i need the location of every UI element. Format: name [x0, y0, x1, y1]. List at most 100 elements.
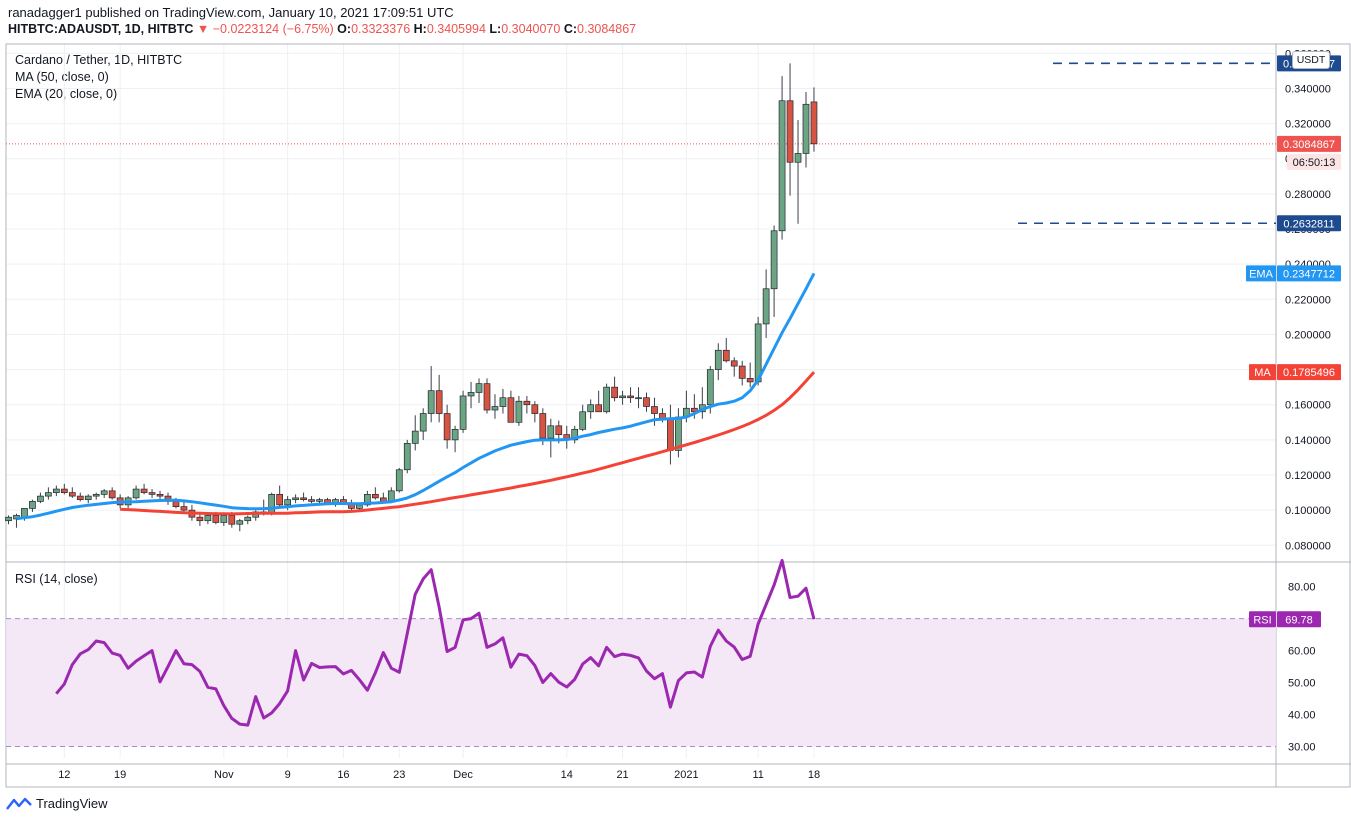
candle-body — [220, 515, 228, 523]
price-tick-label: 0.100000 — [1285, 505, 1331, 517]
ema-value-tag: 0.2347712 — [1283, 268, 1335, 280]
rsi-tick-label: 60.00 — [1288, 646, 1316, 658]
candle-body — [786, 100, 794, 163]
ma-legend[interactable]: MA (50, close, 0) — [15, 70, 109, 84]
countdown-tag: 06:50:13 — [1293, 157, 1336, 169]
ema-label-tag-bg — [1246, 265, 1276, 282]
candle-body — [132, 488, 140, 499]
candle-body — [611, 386, 618, 399]
ma50-line — [120, 371, 816, 516]
price-tick-label: 0.160000 — [1285, 400, 1331, 412]
close-label: C: — [563, 22, 578, 36]
chart-title-legend[interactable]: Cardano / Tether, 1D, HITBTC — [15, 53, 183, 67]
candle-body — [100, 490, 108, 495]
price-tick-label: 0.200000 — [1285, 329, 1331, 341]
candle-body — [5, 516, 12, 522]
candle-body — [148, 492, 156, 495]
tradingview-logo[interactable]: TradingView — [6, 796, 108, 811]
candle-body — [172, 501, 180, 508]
time-tick-label: 16 — [337, 769, 349, 781]
candle-body — [356, 504, 363, 509]
close-value: 0.3084867 — [577, 22, 637, 36]
time-tick-label: 23 — [393, 769, 405, 781]
candle-body — [491, 406, 499, 411]
symbol[interactable]: HITBTC:ADAUSDT, 1D, HITBTC — [8, 22, 194, 36]
low-value: 0.3040070 — [501, 22, 561, 36]
candle-body — [746, 378, 754, 383]
candle-body — [579, 411, 587, 430]
candle-body — [571, 428, 579, 441]
candle-body — [292, 497, 299, 500]
time-tick-label: 11 — [752, 769, 763, 781]
candle-body — [300, 497, 307, 500]
rsi-label-tag: RSI — [1253, 614, 1271, 626]
publisher-line: ranadagger1 published on TradingView.com… — [8, 5, 454, 20]
ma-label-tag: MA — [1254, 367, 1271, 379]
ema-legend[interactable]: EMA (20, close, 0) — [15, 87, 118, 101]
time-tick-label: 2021 — [674, 769, 698, 781]
currency-selector[interactable]: USDT — [1292, 51, 1330, 69]
candle-body — [738, 365, 746, 379]
rsi-tick-label: 50.00 — [1288, 678, 1316, 690]
candle-body — [587, 404, 595, 413]
candle-body — [762, 288, 770, 325]
candle-body — [651, 406, 658, 414]
candle-body — [364, 494, 371, 506]
candle-body — [603, 386, 610, 413]
candle-body — [475, 383, 483, 393]
candle-body — [419, 413, 427, 432]
candle-body — [635, 397, 642, 400]
candle-body — [643, 397, 650, 407]
ohlc-line: HITBTC:ADAUSDT, 1D, HITBTC ▼ −0.0223124 … — [8, 22, 636, 36]
candle-body — [21, 508, 28, 518]
candle-body — [37, 495, 44, 502]
support-level-tag: 0.2632811 — [1283, 218, 1334, 230]
candle-body — [52, 488, 60, 493]
price-tick-label: 0.320000 — [1285, 119, 1331, 131]
candle-body — [284, 499, 291, 506]
ema-value-tag-bg — [1277, 265, 1341, 282]
candle-body — [372, 494, 379, 499]
candle-body — [29, 501, 36, 509]
candle-body — [794, 153, 802, 163]
ma-label-tag-bg — [1249, 364, 1276, 381]
rsi-legend[interactable]: RSI (14, close) — [15, 572, 98, 586]
candle-body — [196, 516, 204, 522]
time-tick-label: Nov — [214, 769, 234, 781]
price-tick-label: 0.280000 — [1285, 189, 1331, 201]
candle-body — [180, 506, 188, 511]
last-price-tag: 0.3084867 — [1283, 139, 1335, 151]
ma-value-tag: 0.1785496 — [1283, 367, 1335, 379]
price-change: ▼ −0.0223124 (−6.75%) — [196, 22, 334, 36]
chart-frame — [5, 43, 1351, 788]
candle-body — [459, 395, 467, 430]
candle-body — [619, 395, 626, 399]
candle-body — [403, 443, 411, 471]
candle-body — [507, 397, 515, 423]
time-tick-label: 14 — [561, 769, 573, 781]
candle-body — [427, 390, 435, 414]
candle-body — [45, 492, 52, 497]
candle-body — [236, 520, 244, 525]
brand-name: TradingView — [36, 796, 108, 811]
open-value: 0.3323376 — [351, 22, 411, 36]
high-value: 0.3405994 — [426, 22, 486, 36]
candle-body — [706, 369, 714, 406]
candle-body — [730, 360, 738, 367]
price-tick-label: 0.220000 — [1285, 294, 1331, 306]
time-tick-label: Dec — [453, 769, 473, 781]
price-tick-label: 0.080000 — [1285, 540, 1331, 552]
countdown-tag-bg — [1287, 153, 1341, 170]
candle-body — [451, 428, 459, 441]
candle-body — [60, 488, 68, 493]
price-chart[interactable]: 0.080000 0.100000 0.120000 0.140000 0.160000… — [0, 0, 1351, 790]
time-tick-label: 9 — [285, 769, 291, 781]
rsi-label-tag-bg — [1249, 611, 1276, 628]
candle-body — [523, 400, 531, 406]
candle-body — [308, 499, 315, 502]
candle-body — [244, 516, 252, 522]
last-price-tag-bg — [1277, 135, 1341, 152]
candle-body — [108, 490, 116, 499]
candle-body — [531, 404, 539, 414]
candle-body — [276, 494, 283, 506]
